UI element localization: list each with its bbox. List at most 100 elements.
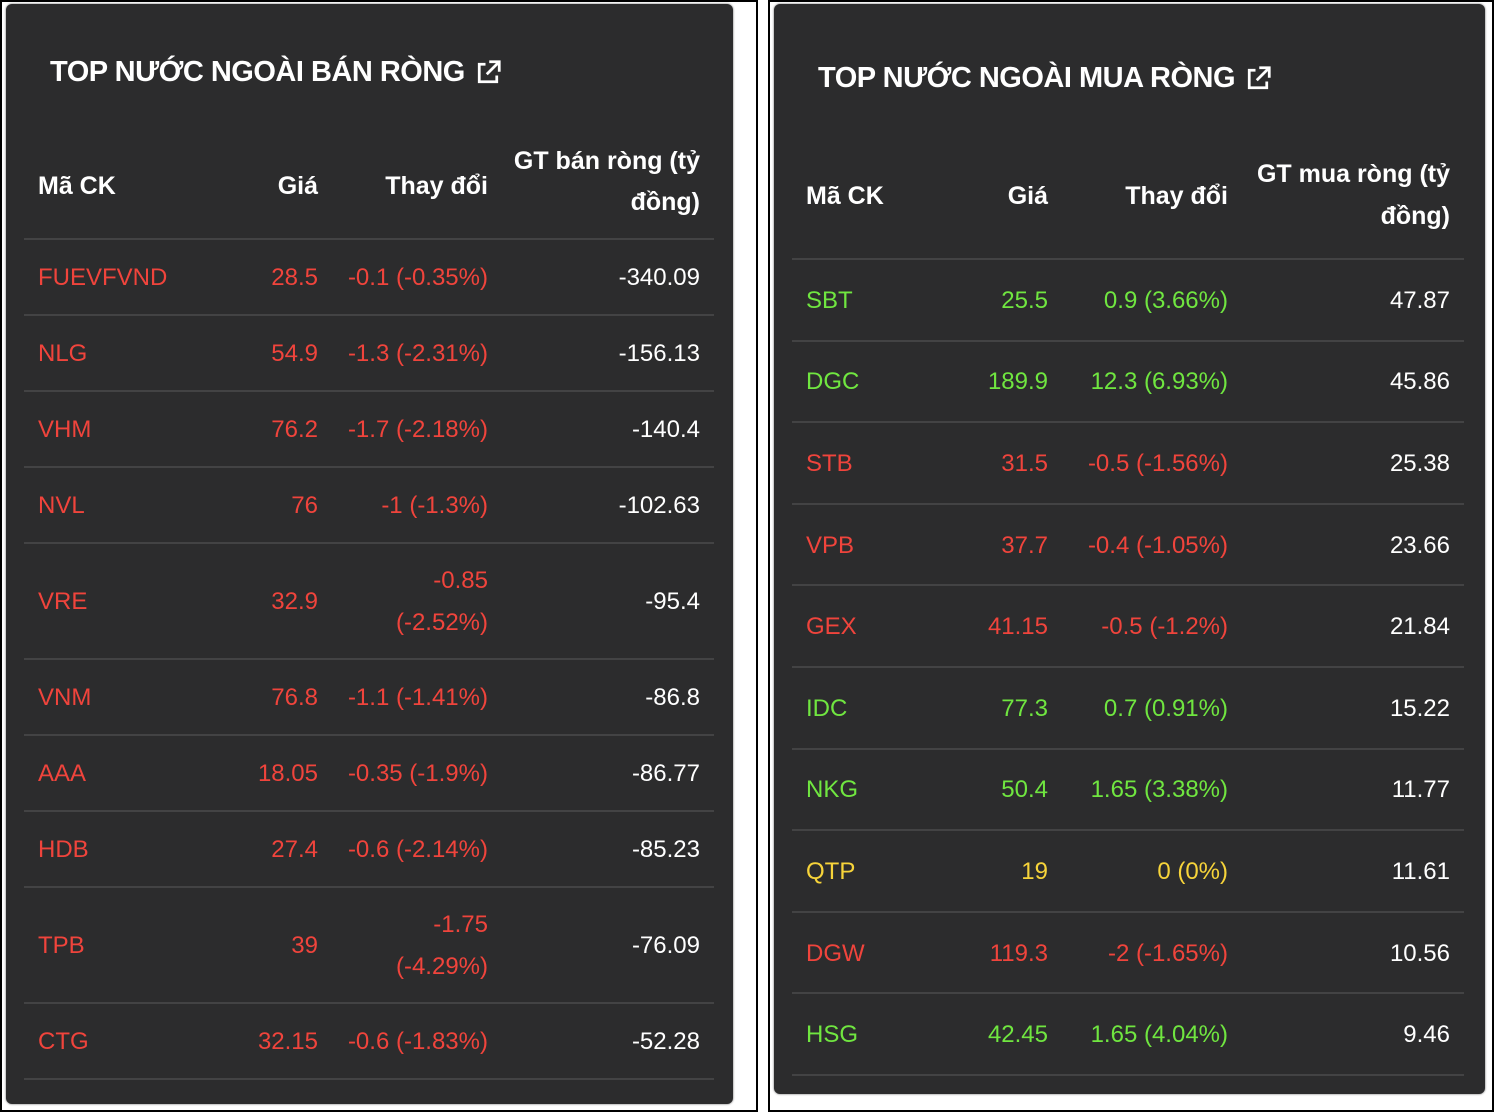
net-buy-title: TOP NƯỚC NGOÀI MUA RÒNG: [818, 62, 1236, 94]
stock-price: 28.5: [271, 264, 318, 291]
net-value: -340.09: [618, 264, 700, 291]
table-header: Mã CK Giá Thay đổi GT mua ròng (tỷ đồng): [792, 154, 1464, 260]
net-buy-title-link[interactable]: TOP NƯỚC NGOÀI MUA RÒNG: [818, 62, 1273, 95]
net-value: -76.09: [631, 932, 700, 959]
col-value-line1: GT bán ròng (tỷ: [513, 147, 700, 175]
stock-price: 54.9: [271, 340, 318, 367]
net-sell-title-link[interactable]: TOP NƯỚC NGOÀI BÁN RÒNG: [50, 56, 503, 89]
stock-price: 76: [291, 492, 318, 519]
net-value: -86.8: [645, 684, 700, 711]
stock-change: -2 (-1.65%): [1107, 939, 1228, 967]
net-value: -86.77: [631, 760, 700, 787]
stock-change: 1.65 (4.04%): [1090, 1021, 1228, 1049]
stock-price: 19: [1021, 857, 1048, 885]
table-row[interactable]: SBT 25.5 0.9 (3.66%) 47.87: [792, 260, 1464, 342]
net-value: -85.23: [631, 836, 700, 863]
stock-change: -1.75: [433, 911, 488, 938]
col-price: Giá: [1007, 182, 1048, 210]
table-row[interactable]: NLG 54.9 -1.3 (-2.31%) -156.13: [24, 316, 714, 392]
net-value: -156.13: [618, 340, 700, 367]
col-value-line1: GT mua ròng (tỷ: [1256, 160, 1450, 188]
table-row[interactable]: VNM 76.8 -1.1 (-1.41%) -86.8: [24, 660, 714, 736]
stock-price: 32.9: [271, 588, 318, 615]
net-value: 9.46: [1403, 1021, 1450, 1049]
table-row[interactable]: DGC 189.9 12.3 (6.93%) 45.86: [792, 342, 1464, 424]
net-sell-table: Mã CK Giá Thay đổi GT bán ròng (tỷ đồng)…: [24, 134, 714, 1080]
net-value: 25.38: [1389, 449, 1450, 477]
stock-change: -0.6 (-2.14%): [347, 836, 488, 863]
table-row[interactable]: IDC 77.3 0.7 (0.91%) 15.22: [792, 668, 1464, 750]
stock-code: DGC: [806, 368, 860, 396]
col-value-line2: đồng): [630, 188, 700, 216]
table-row[interactable]: HDB 27.4 -0.6 (-2.14%) -85.23: [24, 812, 714, 888]
stock-code: HSG: [806, 1021, 859, 1049]
table-row[interactable]: NVL 76 -1 (-1.3%) -102.63: [24, 468, 714, 544]
table-row[interactable]: VRE 32.9 -0.85 (-2.52%) -95.4: [24, 544, 714, 660]
table-row[interactable]: HSG 42.45 1.65 (4.04%) 9.46: [792, 994, 1464, 1076]
stock-price: 50.4: [1001, 776, 1048, 804]
net-value: 15.22: [1389, 694, 1450, 722]
table-row[interactable]: NKG 50.4 1.65 (3.38%) 11.77: [792, 750, 1464, 832]
stock-code: QTP: [806, 857, 856, 885]
net-value: -95.4: [645, 588, 700, 615]
table-row[interactable]: TPB 39 -1.75 (-4.29%) -76.09: [24, 888, 714, 1004]
net-value: 45.86: [1389, 368, 1450, 396]
table-row[interactable]: STB 31.5 -0.5 (-1.56%) 25.38: [792, 423, 1464, 505]
net-buy-table: Mã CK Giá Thay đổi GT mua ròng (tỷ đồng)…: [792, 154, 1464, 1076]
stock-change: -0.6 (-1.83%): [347, 1028, 488, 1055]
stock-code: CTG: [38, 1028, 89, 1055]
net-buy-panel: TOP NƯỚC NGOÀI MUA RÒNG Mã CK Giá Thay đ…: [774, 4, 1485, 1094]
stock-code: VHM: [38, 416, 92, 443]
stock-price: 42.45: [987, 1021, 1048, 1049]
table-row[interactable]: AAA 18.05 -0.35 (-1.9%) -86.77: [24, 736, 714, 812]
col-change: Thay đổi: [385, 172, 488, 200]
stock-code: STB: [806, 449, 853, 477]
stock-code: DGW: [806, 939, 865, 967]
stock-price: 18.05: [257, 760, 318, 787]
stock-price: 76.8: [271, 684, 318, 711]
stock-change: -1.1 (-1.41%): [347, 684, 488, 711]
table-row[interactable]: FUEVFVND 28.5 -0.1 (-0.35%) -340.09: [24, 240, 714, 316]
stock-change: -0.35 (-1.9%): [347, 760, 488, 787]
net-value: 47.87: [1389, 286, 1450, 314]
net-sell-title: TOP NƯỚC NGOÀI BÁN RÒNG: [50, 56, 465, 88]
external-link-icon[interactable]: [473, 58, 503, 88]
stock-code: IDC: [806, 694, 848, 722]
stock-code: VPB: [806, 531, 855, 559]
table-row[interactable]: QTP 19 0 (0%) 11.61: [792, 831, 1464, 913]
stock-code: NLG: [38, 340, 88, 367]
col-code: Mã CK: [38, 172, 116, 200]
stock-price: 39: [291, 932, 318, 959]
stock-change: -1 (-1.3%): [381, 492, 488, 519]
stock-change: -0.5 (-1.2%): [1101, 613, 1228, 641]
table-row[interactable]: VPB 37.7 -0.4 (-1.05%) 23.66: [792, 505, 1464, 587]
stock-price: 189.9: [987, 368, 1048, 396]
net-value: 11.61: [1391, 857, 1450, 885]
stock-price: 27.4: [271, 836, 318, 863]
stock-change: 0 (0%): [1157, 857, 1228, 885]
stock-change: 1.65 (3.38%): [1090, 776, 1228, 804]
table-header: Mã CK Giá Thay đổi GT bán ròng (tỷ đồng): [24, 134, 714, 240]
stock-code: NKG: [806, 776, 859, 804]
stock-change: -0.5 (-1.56%): [1087, 449, 1228, 477]
stock-code: AAA: [38, 760, 87, 787]
stock-change: -0.4 (-1.05%): [1087, 531, 1228, 559]
col-code: Mã CK: [806, 182, 884, 210]
stock-price: 119.3: [989, 939, 1048, 967]
stock-change: 12.3 (6.93%): [1090, 368, 1228, 396]
net-value: 23.66: [1389, 531, 1450, 559]
stock-change: 0.7 (0.91%): [1103, 694, 1228, 722]
net-value: -52.28: [631, 1028, 700, 1055]
stock-price: 31.5: [1001, 449, 1048, 477]
table-row[interactable]: CTG 32.15 -0.6 (-1.83%) -52.28: [24, 1004, 714, 1080]
stock-price: 25.5: [1001, 286, 1048, 314]
stock-code: VRE: [38, 588, 88, 615]
table-row[interactable]: VHM 76.2 -1.7 (-2.18%) -140.4: [24, 392, 714, 468]
table-row[interactable]: GEX 41.15 -0.5 (-1.2%) 21.84: [792, 586, 1464, 668]
stock-price: 76.2: [271, 416, 318, 443]
col-price: Giá: [277, 172, 318, 200]
stock-code: SBT: [806, 286, 853, 314]
net-value: 21.84: [1389, 613, 1450, 641]
table-row[interactable]: DGW 119.3 -2 (-1.65%) 10.56: [792, 913, 1464, 995]
external-link-icon[interactable]: [1243, 64, 1273, 94]
